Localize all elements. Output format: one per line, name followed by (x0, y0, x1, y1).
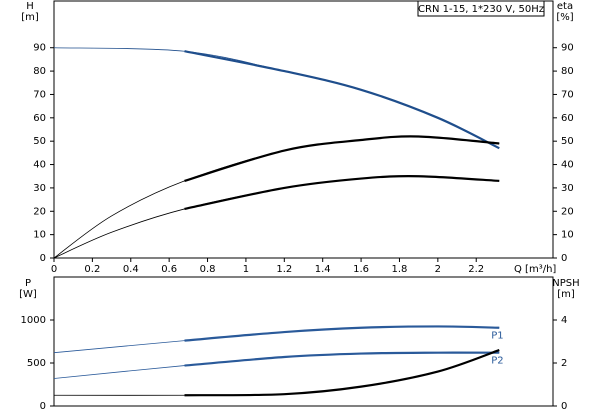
y2-label: eta (557, 1, 573, 12)
x-tick-label: 0.8 (200, 264, 216, 275)
y-tick-label: 90 (33, 43, 46, 54)
y-tick-label: 30 (33, 183, 46, 194)
y2-tick-label: 30 (561, 183, 574, 194)
x-tick-label: 1 (243, 264, 249, 275)
y-tick-label: 70 (33, 89, 46, 100)
y-tick-label: 1000 (21, 315, 46, 326)
legend-title: CRN 1-15, 1*230 V, 50Hz (418, 4, 544, 15)
y2-tick-label: 70 (561, 89, 574, 100)
y2-tick-label: 60 (561, 113, 574, 124)
x-tick-label: 0.6 (161, 264, 177, 275)
x-tick-label: 1.6 (353, 264, 369, 275)
y2-unit: [m] (557, 289, 575, 300)
y-tick-label: 40 (33, 160, 46, 171)
series-label: P2 (491, 356, 503, 367)
y2-label: NPSH (552, 278, 579, 289)
curve-operating (184, 351, 500, 367)
y-unit: [W] (19, 289, 37, 300)
y2-tick-label: 20 (561, 206, 574, 217)
y-tick-label: 60 (33, 113, 46, 124)
bottom-frame (53, 276, 554, 407)
y-label: H (26, 1, 34, 12)
x-tick-label: 1.8 (392, 264, 408, 275)
curve-operating (184, 325, 500, 342)
y2-tick-label: 10 (561, 230, 574, 241)
y2-unit: [%] (556, 12, 573, 23)
y-label: P (25, 278, 31, 289)
y2-tick-label: 2 (561, 358, 567, 369)
x-tick-label: 0.4 (123, 264, 139, 275)
y-tick-label: 80 (33, 66, 46, 77)
y-tick-label: 20 (33, 206, 46, 217)
y-tick-label: 50 (33, 136, 46, 147)
curve (53, 135, 500, 259)
y-unit: [m] (21, 12, 39, 23)
x-tick-label: 2 (435, 264, 441, 275)
y-tick-label: 0 (40, 401, 46, 412)
curve-operating (184, 135, 500, 182)
x-tick-label: 0.2 (84, 264, 100, 275)
y2-tick-label: 40 (561, 160, 574, 171)
y2-tick-label: 50 (561, 136, 574, 147)
top-frame (53, 0, 554, 259)
curve-operating (184, 175, 500, 211)
curve-operating (184, 349, 500, 397)
x-tick-label: 1.4 (315, 264, 331, 275)
x-tick-label: 1.2 (276, 264, 292, 275)
curve (53, 326, 500, 354)
x-tick-label: 0 (51, 264, 57, 275)
y2-tick-label: 0 (561, 253, 567, 264)
y-tick-label: 500 (27, 358, 46, 369)
y2-tick-label: 4 (561, 315, 567, 326)
x-tick-label: 2.2 (468, 264, 484, 275)
series-label: P1 (491, 331, 503, 342)
y2-tick-label: 80 (561, 66, 574, 77)
y2-tick-label: 0 (561, 401, 567, 412)
curve (53, 47, 500, 149)
curve-operating (184, 50, 500, 150)
y2-tick-label: 90 (561, 43, 574, 54)
y-tick-label: 0 (40, 253, 46, 264)
y-tick-label: 10 (33, 230, 46, 241)
x-label: Q [m³/h] (514, 264, 556, 275)
legend-box (417, 0, 545, 17)
